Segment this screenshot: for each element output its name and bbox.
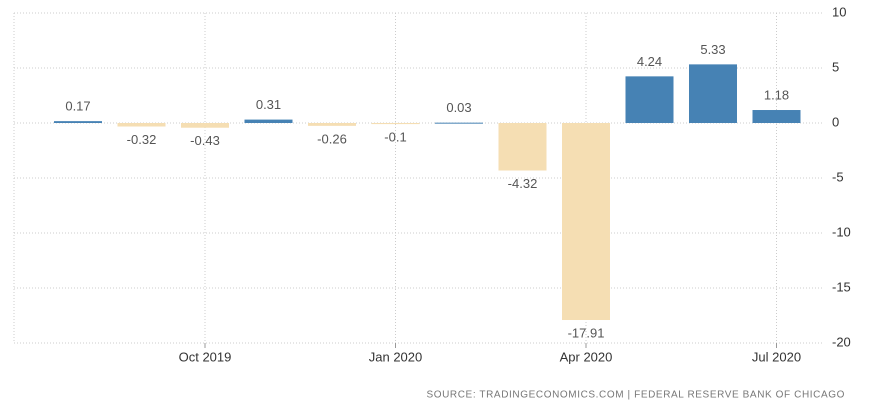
bar bbox=[689, 64, 737, 123]
value-label: 0.17 bbox=[65, 99, 90, 114]
bar bbox=[498, 123, 547, 171]
bar bbox=[625, 76, 674, 123]
value-label: 1.18 bbox=[764, 87, 789, 102]
y-tick-label: -10 bbox=[832, 224, 851, 239]
bar bbox=[752, 110, 801, 123]
y-tick-label: 0 bbox=[832, 114, 839, 129]
y-tick-label: -15 bbox=[832, 279, 851, 294]
source: SOURCE: TRADINGECONOMICS.COM | FEDERAL R… bbox=[426, 390, 845, 401]
bar bbox=[54, 121, 102, 123]
x-tick-label: Apr 2020 bbox=[560, 349, 613, 364]
x-tick-label: Jul 2020 bbox=[752, 349, 801, 364]
bar bbox=[371, 123, 420, 125]
value-label: -4.32 bbox=[508, 176, 538, 191]
y-tick-label: -5 bbox=[832, 169, 844, 184]
value-label: -0.32 bbox=[127, 132, 157, 147]
bar bbox=[117, 123, 166, 127]
value-label: 4.24 bbox=[637, 54, 662, 69]
bar bbox=[181, 123, 229, 128]
value-label: 0.03 bbox=[446, 100, 471, 115]
value-label: 0.31 bbox=[256, 97, 281, 112]
value-label: -0.43 bbox=[190, 133, 220, 148]
value-label: -0.1 bbox=[384, 130, 406, 145]
bar bbox=[562, 123, 610, 321]
y-tick-label: 5 bbox=[832, 59, 839, 74]
y-tick-label: 10 bbox=[832, 4, 846, 19]
x-tick-label: Oct 2019 bbox=[179, 349, 232, 364]
bar bbox=[435, 122, 483, 124]
value-label: 5.33 bbox=[700, 42, 725, 57]
x-tick-label: Jan 2020 bbox=[369, 349, 423, 364]
bar bbox=[244, 119, 293, 123]
y-tick-label: -20 bbox=[832, 334, 851, 349]
bar bbox=[308, 123, 356, 126]
value-label: -0.26 bbox=[317, 131, 347, 146]
value-label: -17.91 bbox=[568, 325, 605, 340]
